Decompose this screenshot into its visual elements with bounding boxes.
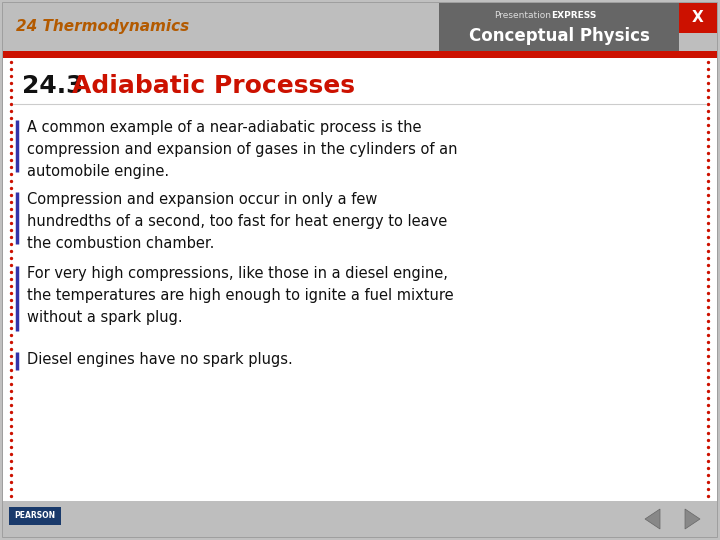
Polygon shape bbox=[645, 509, 660, 529]
Text: Adiabatic Processes: Adiabatic Processes bbox=[72, 74, 355, 98]
Text: For very high compressions, like those in a diesel engine,
the temperatures are : For very high compressions, like those i… bbox=[27, 266, 454, 326]
Text: PEARSON: PEARSON bbox=[14, 511, 55, 521]
Text: Compression and expansion occur in only a few
hundredths of a second, too fast f: Compression and expansion occur in only … bbox=[27, 192, 447, 252]
Polygon shape bbox=[685, 509, 700, 529]
Bar bbox=[3, 3, 717, 51]
Text: EXPRESS: EXPRESS bbox=[551, 11, 596, 21]
Text: A common example of a near-adiabatic process is the
compression and expansion of: A common example of a near-adiabatic pro… bbox=[27, 120, 457, 179]
Text: X: X bbox=[692, 10, 704, 25]
Bar bbox=[3, 501, 717, 537]
Text: 24 Thermodynamics: 24 Thermodynamics bbox=[16, 19, 189, 35]
Text: Diesel engines have no spark plugs.: Diesel engines have no spark plugs. bbox=[27, 352, 293, 367]
Bar bbox=[3, 58, 717, 534]
Bar bbox=[9, 507, 61, 525]
Bar bbox=[3, 51, 717, 58]
Text: Conceptual Physics: Conceptual Physics bbox=[469, 27, 649, 45]
Bar bbox=[679, 3, 717, 33]
Text: 24.3: 24.3 bbox=[22, 74, 92, 98]
Bar bbox=[439, 3, 679, 51]
Text: Presentation: Presentation bbox=[494, 11, 551, 21]
